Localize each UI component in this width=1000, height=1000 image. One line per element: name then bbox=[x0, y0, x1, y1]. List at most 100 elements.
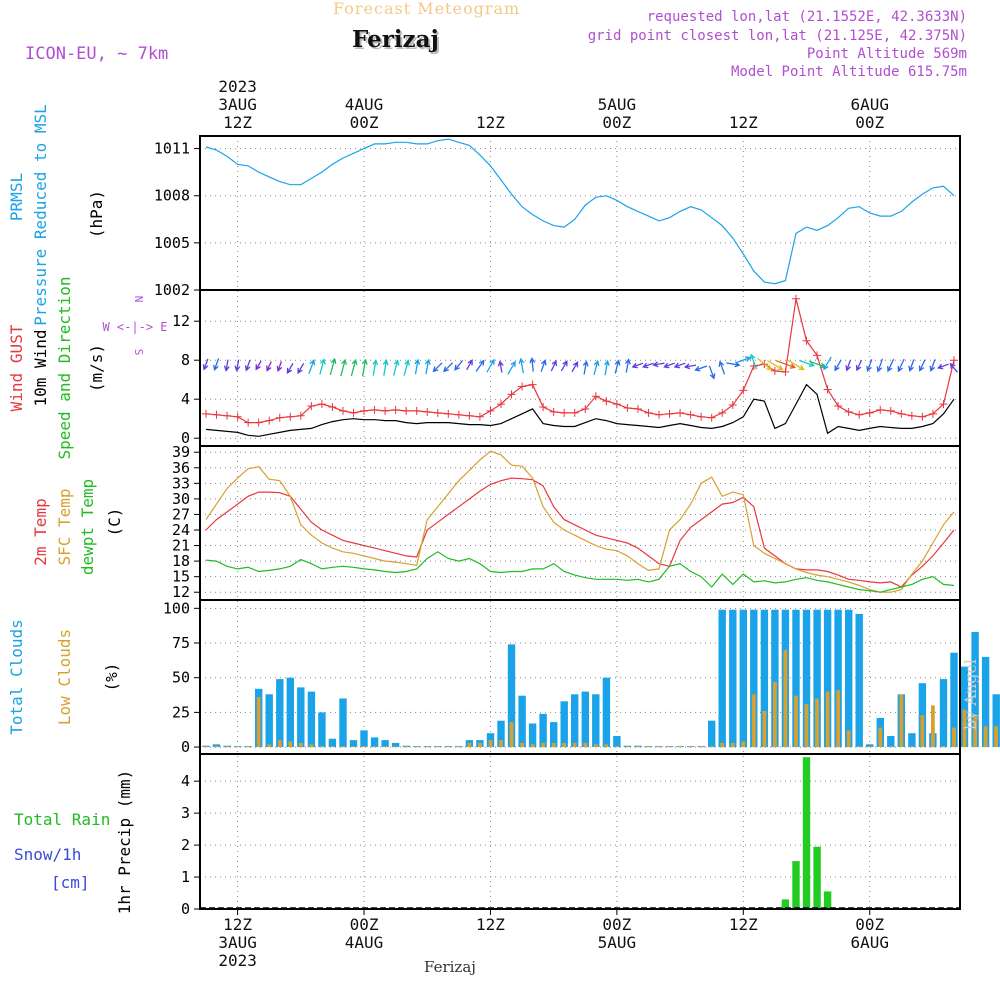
clouds-bar bbox=[446, 746, 451, 748]
clouds-bar bbox=[212, 744, 221, 748]
pressure-label-long: Pressure Reduced to MSL bbox=[31, 104, 50, 326]
clouds-bar bbox=[307, 691, 316, 748]
wind-arrow bbox=[766, 360, 784, 371]
gust-marker bbox=[770, 366, 779, 375]
clouds-bar bbox=[899, 694, 904, 747]
clouds-bar bbox=[771, 609, 779, 748]
clouds-bar bbox=[962, 709, 967, 748]
gust-marker bbox=[876, 405, 885, 414]
clouds-bar bbox=[867, 746, 872, 748]
wind-gust-label: Wind GUST bbox=[7, 324, 26, 411]
clouds-bar bbox=[657, 746, 661, 748]
y-tick-label: 3 bbox=[181, 804, 190, 822]
top-time-label: 3AUG bbox=[218, 95, 257, 114]
temperature-series-1-line bbox=[205, 450, 955, 593]
clouds-bar bbox=[339, 698, 347, 748]
bottom-time-label: 12Z bbox=[476, 915, 505, 934]
wind-arrow bbox=[718, 360, 726, 375]
wind-arrow bbox=[340, 358, 347, 377]
y-tick-label: 12 bbox=[172, 312, 190, 330]
gust-marker bbox=[802, 336, 811, 345]
wind-arrow bbox=[350, 358, 358, 377]
clouds-bar bbox=[845, 609, 853, 748]
bottom-time-label: 3AUG bbox=[218, 933, 257, 952]
y-tick-label: 8 bbox=[181, 351, 190, 369]
gust-marker bbox=[834, 402, 843, 411]
clouds-bar bbox=[592, 694, 600, 747]
clouds-bar bbox=[939, 679, 948, 748]
clouds-bar bbox=[425, 746, 430, 748]
gust-marker bbox=[718, 408, 727, 417]
clouds-bar bbox=[393, 746, 398, 748]
gust-marker bbox=[844, 407, 853, 416]
top-time-label: 6AUG bbox=[850, 95, 889, 114]
y-tick-label: 4 bbox=[181, 390, 190, 408]
wind-arrow bbox=[788, 360, 805, 371]
wind-arrow bbox=[518, 357, 525, 374]
gust-marker bbox=[412, 406, 421, 415]
pressure-panel: 1002 1005 1008 1011 bbox=[154, 135, 961, 299]
clouds-bar bbox=[878, 727, 883, 747]
gust-marker bbox=[539, 403, 548, 411]
precipitation-bar bbox=[781, 899, 790, 909]
clouds-bar bbox=[383, 746, 387, 748]
y-tick-label: 100 bbox=[163, 599, 190, 617]
wind-arrow bbox=[937, 363, 949, 370]
wind-arrow bbox=[593, 359, 600, 376]
wind-arrow bbox=[454, 359, 464, 371]
clouds-bar bbox=[730, 742, 735, 748]
precip-ylabel: 1hr Precip (mm) bbox=[115, 770, 134, 915]
gust-marker bbox=[591, 392, 600, 401]
clouds-bar bbox=[297, 687, 305, 748]
clouds-bar bbox=[497, 720, 505, 748]
wind-arrow bbox=[799, 359, 815, 368]
gust-marker bbox=[296, 411, 305, 420]
clouds-bar bbox=[499, 740, 503, 747]
precipitation-frame bbox=[199, 753, 961, 910]
bottom-time-label: 00Z bbox=[855, 915, 884, 934]
precipitation-bar bbox=[792, 861, 800, 909]
clouds-bar bbox=[277, 740, 282, 747]
wind-arrow bbox=[486, 358, 495, 373]
precipitation-bar bbox=[823, 891, 832, 909]
clouds-bar bbox=[351, 746, 356, 748]
wind-arrow bbox=[845, 359, 852, 372]
snow-label: Snow/1h bbox=[14, 845, 81, 864]
gust-marker bbox=[855, 410, 864, 419]
wind-arrow bbox=[392, 359, 400, 376]
gust-marker bbox=[454, 410, 463, 419]
y-tick-label: 25 bbox=[172, 703, 190, 721]
y-tick-label: 0 bbox=[181, 738, 190, 756]
clouds-bar bbox=[973, 715, 977, 748]
clouds-bar bbox=[571, 694, 579, 747]
clouds-bar bbox=[349, 740, 358, 747]
wind-arrow bbox=[726, 361, 741, 368]
clouds-bar bbox=[815, 698, 819, 748]
wind-arrow bbox=[319, 358, 326, 375]
bottom-time-label: 12Z bbox=[729, 915, 758, 934]
clouds-bar bbox=[646, 746, 651, 748]
clouds-bar bbox=[562, 742, 567, 748]
clouds-bar bbox=[328, 738, 337, 747]
clouds-bar bbox=[709, 746, 714, 748]
y-tick-label: 75 bbox=[172, 634, 190, 652]
y-tick-label: 1 bbox=[181, 868, 190, 886]
clouds-bar bbox=[741, 741, 746, 747]
clouds-bar bbox=[541, 742, 545, 748]
wind-series-0-line bbox=[205, 383, 955, 437]
gust-marker bbox=[886, 406, 895, 415]
wind-arrow bbox=[223, 359, 230, 372]
clouds-bar bbox=[615, 746, 619, 748]
credit-watermark: by Angel bbox=[961, 658, 980, 730]
pressure-unit: (hPa) bbox=[87, 190, 106, 238]
clouds-bar bbox=[773, 681, 777, 748]
wind-arrow bbox=[855, 359, 863, 372]
clouds-bar bbox=[739, 609, 747, 748]
clouds-bar bbox=[320, 746, 324, 748]
point-altitude: Point Altitude 569m bbox=[806, 46, 967, 62]
clouds-bar bbox=[813, 609, 821, 748]
clouds-bar bbox=[992, 694, 1000, 747]
clouds-bar bbox=[572, 742, 577, 748]
clouds-bar bbox=[941, 746, 946, 748]
bottom-time-label: 5AUG bbox=[598, 933, 637, 952]
